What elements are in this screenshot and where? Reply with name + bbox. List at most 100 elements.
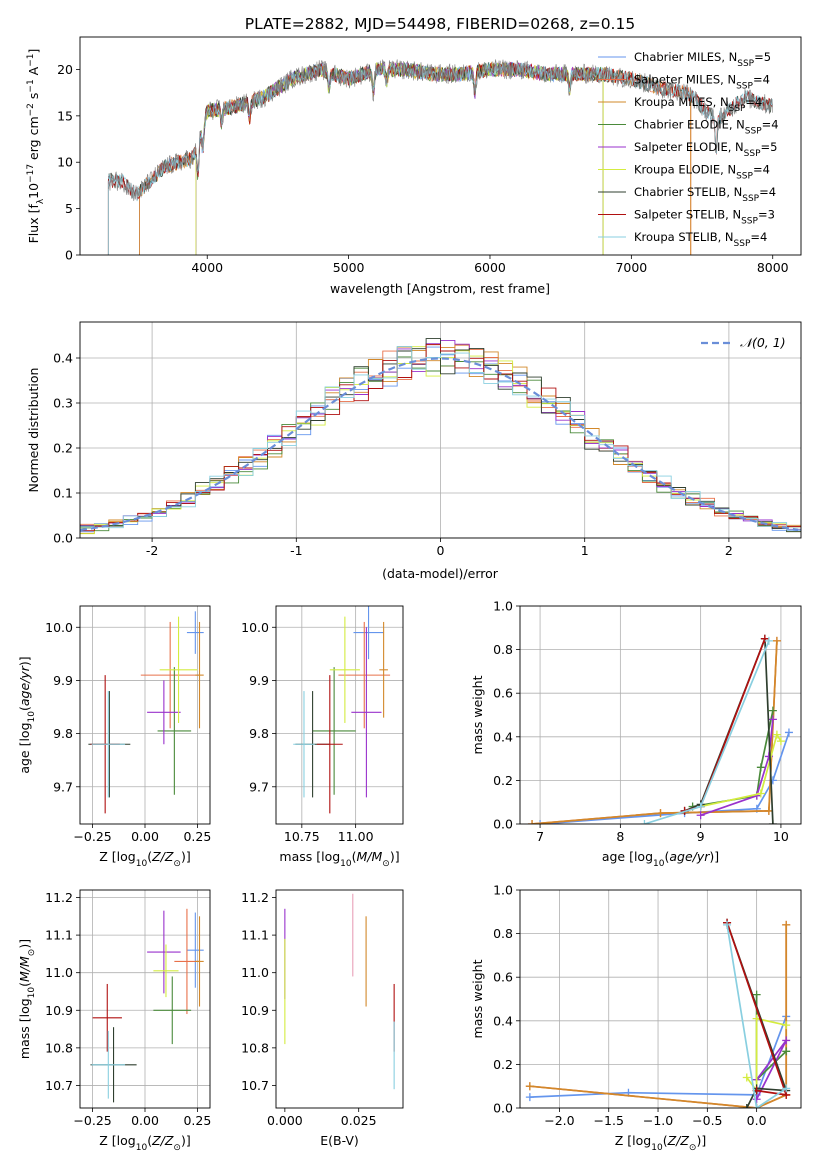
legend-label-part: SSP — [744, 149, 761, 159]
x-tick-label: 0.000 — [267, 1113, 303, 1128]
x-axis-label-part: age/yr — [669, 849, 710, 864]
y-axis-label-part: age [log — [17, 722, 32, 773]
series-line — [195, 61, 604, 255]
x-axis-label-part: ( — [352, 849, 357, 864]
weight-series — [755, 994, 787, 1082]
plot-age_vs_Z: −0.25 0.00 0.259.79.89.910.0Z [log10(Z/Z⊙)… — [17, 605, 211, 869]
x-axis-label-part: Z/Z — [151, 849, 174, 864]
y-tick-label: 1.0 — [493, 883, 513, 898]
x-axis-label-part: 10 — [136, 1143, 148, 1153]
y-axis-label: Flux [fλ10−17 erg cm−2 s−1 A−1] — [26, 49, 46, 244]
weight-marker — [772, 730, 781, 739]
weight-marker — [782, 1036, 791, 1045]
legend-label-part: =4 — [762, 118, 779, 132]
weight-series — [531, 640, 778, 824]
y-tick-label: 0.4 — [53, 351, 73, 366]
axes-frame — [275, 889, 404, 1109]
x-axis-label-part: mass [log — [279, 849, 340, 864]
series-line — [139, 62, 603, 255]
weight-series — [529, 1016, 787, 1098]
x-tick-label: −1.5 — [594, 1113, 624, 1128]
x-axis-label: age [log10(age/yr)] — [602, 849, 719, 869]
x-tick-label: 8000 — [757, 260, 789, 275]
legend-label-part: =4 — [753, 73, 770, 87]
legend-label: Chabrier ELODIE, NSSP=4 — [634, 118, 779, 137]
x-axis-label-part: Z/Z — [667, 1133, 690, 1148]
weight-marker — [752, 1104, 761, 1108]
legend-label: Salpeter ELODIE, NSSP=5 — [634, 140, 777, 159]
y-tick-label: 5 — [65, 201, 73, 216]
y-tick-label: 0.0 — [493, 1101, 513, 1116]
legend-label: Kroupa ELODIE, NSSP=4 — [634, 163, 770, 182]
y-tick-label: 15 — [57, 108, 73, 123]
legend-label-part: SSP — [729, 104, 746, 114]
plot-area — [520, 606, 801, 824]
x-axis-label-part: E(B-V) — [320, 1133, 359, 1148]
y-axis-label: Normed distribution — [26, 368, 41, 493]
legend-label-part: 𝒩(0, 1) — [740, 335, 786, 350]
legend-label-part: SSP — [737, 59, 754, 69]
y-axis-label-part: 10 — [27, 987, 37, 999]
weight-marker — [772, 636, 781, 645]
y-axis-label-part: ( — [17, 982, 32, 987]
plot-residuals: -2 -1 0 1 2 0.0 0.1 0.2 0.3 0.4 (data-model)/error… — [26, 321, 802, 581]
legend-label-part: =5 — [761, 140, 778, 154]
legend-label: 𝒩(0, 1) — [740, 335, 786, 350]
weight-series — [529, 924, 788, 1108]
y-axis-label-part: λ — [36, 198, 46, 204]
x-axis-label: wavelength [Angstrom, rest frame] — [330, 281, 550, 296]
y-tick-label: 0.8 — [493, 642, 513, 657]
x-axis-label-part: 10 — [340, 859, 352, 869]
x-axis-label-part: )] — [696, 1133, 706, 1148]
legend-label: Salpeter STELIB, NSSP=3 — [634, 208, 775, 227]
x-tick-label: 0.00 — [131, 829, 159, 844]
weight-marker — [742, 1104, 751, 1108]
plot-area — [276, 606, 403, 824]
legend-label-part: SSP — [736, 82, 753, 92]
y-axis-label: mass weight — [470, 675, 485, 754]
legend-label-part: Kroupa STELIB, N — [634, 230, 734, 244]
y-tick-label: 0.1 — [53, 486, 73, 501]
y-axis-label-part: ( — [17, 706, 32, 711]
legend-label-part: Salpeter ELODIE, N — [634, 140, 744, 154]
x-axis-label-part: )] — [181, 1133, 191, 1148]
y-axis-label-part: )] — [17, 656, 32, 666]
x-tick-label: 0.00 — [131, 1113, 159, 1128]
y-tick-label: 11.1 — [45, 928, 73, 943]
weight-marker — [768, 706, 777, 715]
y-axis-label: age [log10(age/yr)] — [17, 656, 37, 773]
legend-label-part: =4 — [759, 185, 776, 199]
plot-area — [80, 606, 210, 824]
y-tick-label: 10.7 — [241, 1078, 269, 1093]
weight-marker — [782, 1084, 791, 1093]
y-tick-label: 10.9 — [241, 1003, 269, 1018]
weight-series — [746, 1017, 787, 1094]
y-tick-label: 9.9 — [53, 673, 73, 688]
x-tick-label: 8 — [616, 829, 624, 844]
y-axis-label-part: s — [26, 93, 41, 104]
y-axis-label-part: age/yr — [17, 665, 32, 706]
y-tick-label: 10.7 — [45, 1078, 73, 1093]
y-tick-label: 11.2 — [45, 890, 73, 905]
weight-series — [726, 924, 787, 1108]
weight-series — [700, 719, 774, 817]
x-tick-label: −0.25 — [73, 829, 111, 844]
legend-label-part: Chabrier STELIB, N — [634, 185, 742, 199]
x-tick-label: 0.25 — [183, 829, 211, 844]
histogram-series — [80, 345, 801, 531]
y-tick-label: 11.0 — [45, 965, 73, 980]
x-axis-label-part: ⊙ — [382, 859, 390, 869]
x-tick-label: −1.0 — [643, 1113, 673, 1128]
weight-marker — [760, 634, 769, 643]
weight-series — [700, 732, 782, 808]
legend-label: Chabrier STELIB, NSSP=4 — [634, 185, 776, 204]
plot-mass_vs_Z: −0.25 0.00 0.25 10.7 10.8 10.9 11.0 11.1 11.2 Z [… — [17, 889, 211, 1153]
legend-label: Salpeter MILES, NSSP=4 — [634, 73, 770, 92]
weight-marker — [536, 820, 545, 824]
legend-label-part: Salpeter MILES, N — [634, 73, 736, 87]
x-tick-label: 4000 — [191, 260, 223, 275]
weight-marker — [782, 1047, 791, 1056]
x-tick-label: 7000 — [615, 260, 647, 275]
y-tick-label: 10.8 — [241, 1040, 269, 1055]
x-axis-label: Z [log10(Z/Z⊙)] — [99, 1133, 190, 1153]
